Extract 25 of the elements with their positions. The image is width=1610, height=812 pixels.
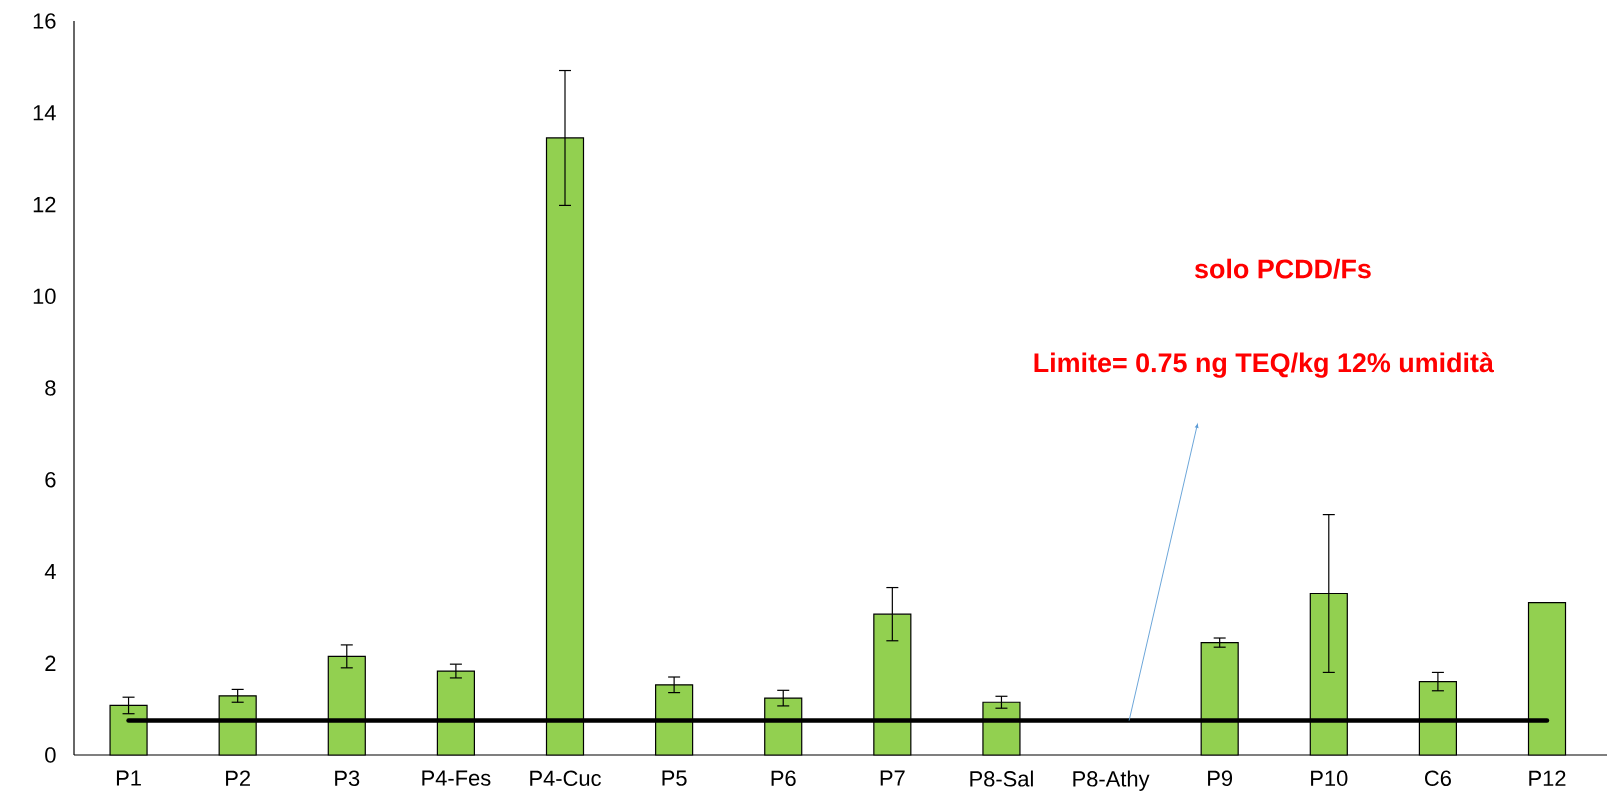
x-tick-label: P3 [335,770,360,787]
y-tick-label: 6 [45,471,56,488]
y-tick-label: 2 [45,655,56,671]
x-tick-label: P8-Athy [1073,770,1150,791]
y-tick-label: 14 [33,105,56,121]
x-tick-label: P6 [771,770,796,787]
x-tick-label: C6 [1425,770,1451,787]
x-tick-label: P8-Sal [970,770,1033,787]
x-tick-label: P10 [1311,770,1348,787]
x-tick-label: P4-Cuc [530,770,601,787]
x-tick-label: P2 [226,770,250,786]
y-tick-label: 12 [33,196,56,213]
x-tick-label: P12 [1529,770,1566,786]
x-tick-label: P7 [880,770,905,786]
y-tick-label: 10 [33,288,56,304]
annotation: Limite= 0.75 ng TEQ/kg 12% umidità [1034,352,1494,378]
x-tick-label: P9 [1208,770,1233,787]
x-tick-label: P4-Fes [422,770,491,786]
x-tick-label: P5 [662,770,687,786]
y-tick-label: 16 [33,13,56,29]
y-tick-label: 4 [44,563,56,580]
annotation: solo PCDD/Fs [1194,258,1371,279]
y-tick-label: 8 [45,380,56,396]
x-tick-label: P1 [116,770,141,786]
y-tick-label: 0 [45,747,56,763]
